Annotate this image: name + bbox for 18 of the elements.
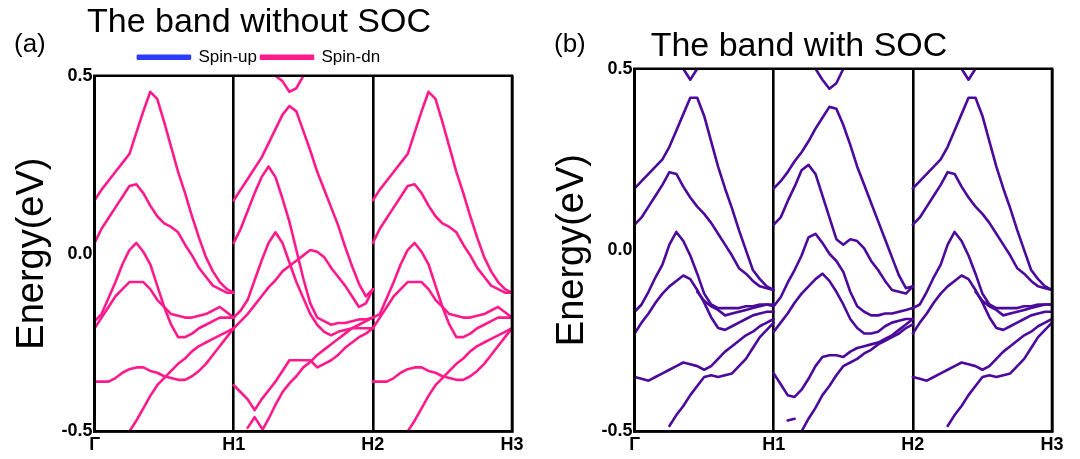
legend-label: Spin-dn [321,46,381,66]
y-tick-label: 0.5 [67,64,93,85]
chart-title: The band with SOC [650,24,948,63]
x-tick-label: H1 [762,434,786,455]
text: (a) [14,28,46,59]
y-tick-label: 0.0 [67,242,93,263]
y-tick-label: 0.0 [607,239,633,260]
x-tick-label: H3 [500,434,524,455]
x-tick-label: H1 [222,434,246,455]
x-tick-label: H2 [361,434,385,455]
y-axis-title: Energy(eV) [9,157,52,350]
legend-label: Spin-up [198,46,258,66]
y-tick-label: 0.5 [607,57,633,78]
x-tick-label: H3 [1040,434,1064,455]
y-axis-title: Energy(eV) [549,154,592,347]
chart-title: The band without SOC [87,0,431,39]
x-tick-label: H2 [901,434,925,455]
text: (b) [554,28,586,59]
